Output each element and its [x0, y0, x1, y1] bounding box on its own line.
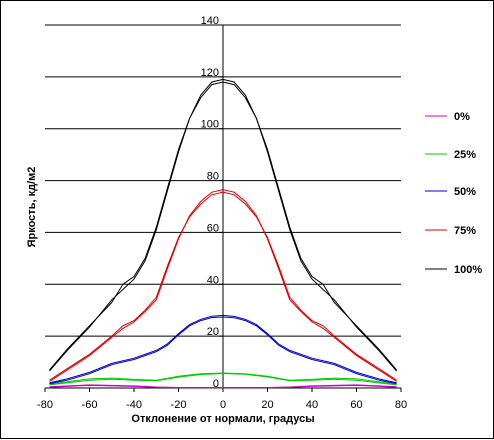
series-line-2-50% — [49, 316, 397, 385]
legend-label-50%: 50% — [454, 186, 476, 198]
y-tick-label: 0 — [213, 378, 219, 390]
legend-label-25%: 25% — [454, 149, 476, 161]
x-tick-label: 20 — [261, 399, 273, 411]
series-line-2-25% — [49, 372, 397, 386]
y-tick-label: 120 — [201, 67, 219, 79]
x-tick-label: -20 — [171, 399, 187, 411]
x-tick-label: -40 — [126, 399, 142, 411]
legend-label-75%: 75% — [454, 225, 476, 237]
x-axis-label: Отклонение от нормали, градусы — [131, 413, 314, 425]
series-line-2-0% — [49, 384, 397, 389]
x-tick-label: 60 — [350, 399, 362, 411]
x-tick-label: -60 — [82, 399, 98, 411]
series-line-75% — [49, 191, 397, 381]
x-tick-label: 40 — [306, 399, 318, 411]
y-tick-label: 80 — [207, 171, 219, 183]
y-tick-label: 100 — [201, 119, 219, 131]
series-line-2-75% — [49, 189, 397, 382]
series-line-2-100% — [49, 78, 397, 372]
series-line-50% — [49, 314, 397, 384]
y-tick-label: 20 — [207, 326, 219, 338]
y-tick-label: 40 — [207, 274, 219, 286]
y-tick-label: 140 — [201, 15, 219, 27]
legend-label-0%: 0% — [454, 111, 470, 123]
series-line-100% — [49, 81, 397, 371]
x-tick-label: -80 — [37, 399, 53, 411]
x-tick-label: 0 — [220, 399, 226, 411]
y-axis-label: Яркость, кд/м2 — [26, 167, 38, 248]
legend-label-100%: 100% — [454, 264, 482, 276]
y-tick-label: 60 — [207, 222, 219, 234]
x-tick-label: 80 — [395, 399, 407, 411]
